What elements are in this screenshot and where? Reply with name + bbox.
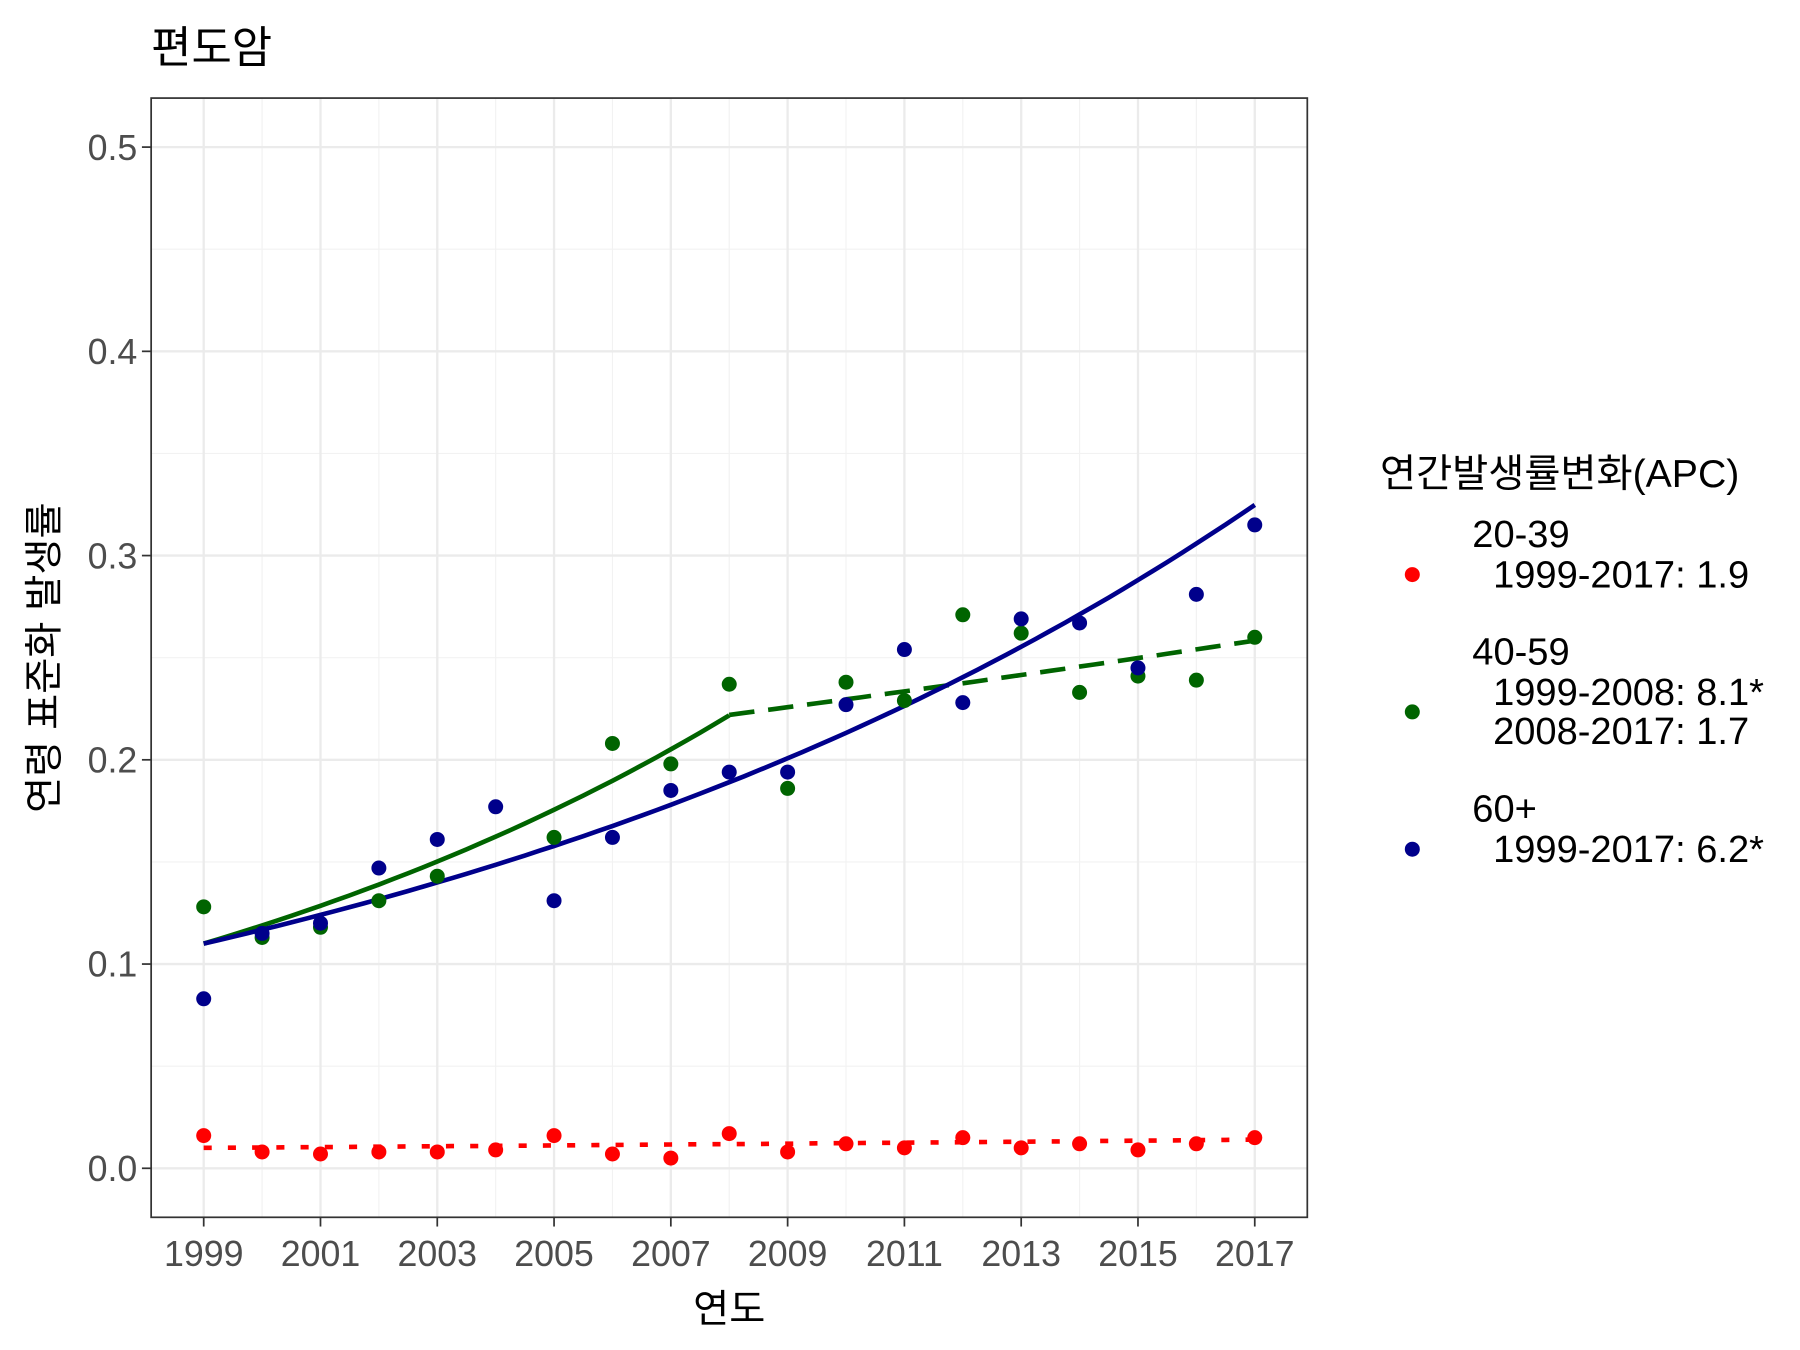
x-tick-label: 2003	[398, 1234, 478, 1274]
data-point-60+	[1188, 586, 1204, 602]
axes: 1999 2001 2003 2005 2007 2009 2011 2013 2015 2017…	[88, 128, 1295, 1274]
x-tick-label: 2017	[1215, 1234, 1295, 1274]
data-point-20-39	[429, 1144, 445, 1160]
data-point-20-39	[196, 1128, 212, 1144]
data-point-60+	[429, 831, 445, 847]
data-point-40-59	[1072, 684, 1088, 700]
data-point-40-59	[955, 607, 971, 623]
x-tick-label: 2001	[281, 1234, 361, 1274]
data-point-40-59	[1013, 625, 1029, 641]
data-point-60+	[1013, 611, 1029, 627]
data-point-60+	[721, 764, 737, 780]
data-point-40-59	[838, 674, 854, 690]
plot-border	[150, 97, 1309, 1219]
data-point-60+	[312, 915, 328, 931]
legend-entry-apc: 2008-2017: 1.7	[1493, 711, 1749, 753]
data-point-20-39	[663, 1150, 679, 1166]
data-point-20-39	[780, 1144, 796, 1160]
data-point-60+	[955, 695, 971, 711]
data-point-20-39	[488, 1142, 504, 1158]
data-point-60+	[1130, 660, 1146, 676]
legend-entry-apc: 1999-2017: 6.2*	[1493, 829, 1764, 871]
legend-entry-name: 20-39	[1472, 514, 1569, 556]
data-point-60+	[663, 782, 679, 798]
legend-entry-apc: 1999-2008: 8.1*	[1493, 672, 1764, 714]
fit-line-40-59	[728, 638, 1256, 718]
data-point-60+	[546, 893, 562, 909]
data-point-40-59	[371, 893, 387, 909]
data-point-20-39	[546, 1128, 562, 1144]
x-axis-label: 연도	[693, 1287, 765, 1331]
data-point-40-59	[721, 676, 737, 692]
data-point-60+	[371, 860, 387, 876]
fit-line-40-59	[202, 713, 731, 946]
y-tick-label: 0.5	[88, 128, 138, 168]
y-axis-label: 연령 표준화 발생률	[23, 502, 67, 812]
y-tick-label: 0.3	[88, 536, 138, 576]
data-point-40-59	[604, 735, 620, 751]
x-tick-label: 2009	[748, 1234, 828, 1274]
x-tick-label: 1999	[164, 1234, 244, 1274]
data-point-20-39	[1247, 1130, 1263, 1146]
data-point-20-39	[1130, 1142, 1146, 1158]
data-point-40-59	[196, 899, 212, 915]
legend-key-40-59	[1404, 704, 1420, 720]
legend-key-60+	[1404, 841, 1420, 857]
data-point-40-59	[429, 868, 445, 884]
data-points	[196, 517, 1263, 1166]
data-point-60+	[488, 799, 504, 815]
data-point-20-39	[1188, 1136, 1204, 1152]
data-point-60+	[604, 829, 620, 845]
x-tick-label: 2013	[981, 1234, 1061, 1274]
x-tick-label: 2015	[1098, 1234, 1178, 1274]
x-tick-label: 2005	[514, 1234, 594, 1274]
chart-title: 편도암	[151, 23, 272, 72]
data-point-20-39	[896, 1140, 912, 1156]
data-point-60+	[780, 764, 796, 780]
data-point-20-39	[604, 1146, 620, 1162]
legend-entry-apc: 1999-2017: 1.9	[1493, 554, 1749, 596]
data-point-60+	[254, 925, 270, 941]
y-tick-label: 0.4	[88, 332, 138, 372]
grid	[151, 98, 1308, 1218]
legend-entry-name: 60+	[1472, 789, 1537, 831]
data-point-60+	[1247, 517, 1263, 533]
legend-key-20-39	[1404, 567, 1420, 583]
data-point-40-59	[780, 780, 796, 796]
data-point-20-39	[312, 1146, 328, 1162]
x-tick-label: 2011	[866, 1234, 943, 1274]
data-point-60+	[896, 642, 912, 658]
data-point-20-39	[721, 1126, 737, 1142]
legend-entry-name: 40-59	[1472, 632, 1569, 674]
data-point-20-39	[371, 1144, 387, 1160]
data-point-60+	[1072, 615, 1088, 631]
data-point-40-59	[1188, 672, 1204, 688]
data-point-20-39	[1013, 1140, 1029, 1156]
data-point-60+	[196, 991, 212, 1007]
data-point-40-59	[896, 693, 912, 709]
legend-title: 연간발생률변화(APC)	[1380, 452, 1739, 496]
y-tick-label: 0.0	[88, 1149, 138, 1189]
data-point-20-39	[254, 1144, 270, 1160]
data-point-20-39	[838, 1136, 854, 1152]
y-tick-label: 0.2	[88, 741, 138, 781]
x-tick-label: 2007	[631, 1234, 711, 1274]
data-point-60+	[838, 697, 854, 713]
data-point-40-59	[546, 829, 562, 845]
y-tick-label: 0.1	[88, 945, 138, 985]
data-point-40-59	[663, 756, 679, 772]
data-point-40-59	[1247, 629, 1263, 645]
data-point-20-39	[955, 1130, 971, 1146]
data-point-20-39	[1072, 1136, 1088, 1152]
